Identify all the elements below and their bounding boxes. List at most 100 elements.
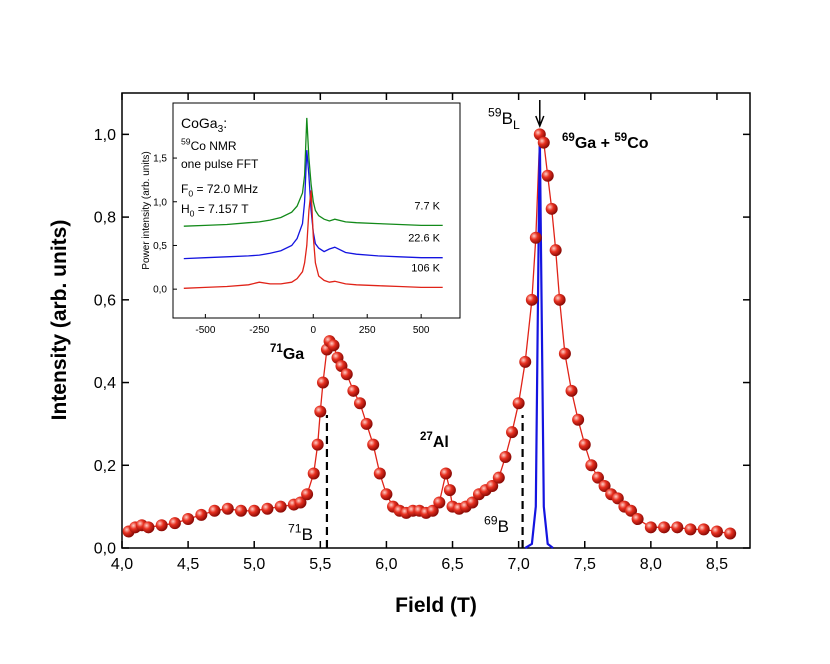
data-point	[314, 405, 327, 418]
inset-text: 59Co NMR	[181, 137, 237, 153]
data-point	[155, 519, 168, 532]
x-tick-label: -500	[195, 325, 215, 336]
x-tick-label: 250	[359, 325, 376, 336]
text-part: 59	[614, 132, 627, 144]
x-tick-label: 5,5	[309, 556, 331, 573]
data-point	[443, 484, 456, 497]
data-point	[572, 413, 585, 426]
text-part: B	[302, 525, 313, 544]
text-part: 69	[562, 132, 575, 144]
data-point	[316, 376, 329, 389]
data-point	[466, 496, 479, 509]
data-point	[168, 517, 181, 530]
data-point	[625, 504, 638, 517]
annotation: 59BL	[488, 105, 520, 132]
data-point	[631, 513, 644, 526]
plot-frame	[172, 102, 461, 319]
y-tick-label: 0,5	[153, 241, 167, 252]
x-tick-label: 7,0	[508, 556, 530, 573]
text-part: CoGa	[181, 115, 218, 131]
text-part: :	[223, 115, 227, 131]
text-part: F	[181, 182, 188, 196]
data-point	[585, 459, 598, 472]
x-axis-title: Field (T)	[395, 594, 477, 617]
data-point	[529, 231, 542, 244]
legend-label: 22.6 K	[408, 233, 440, 245]
data-point	[353, 397, 366, 410]
data-point	[499, 451, 512, 463]
data-point	[182, 513, 195, 526]
data-point	[360, 417, 373, 430]
data-point	[525, 293, 538, 306]
data-point	[426, 504, 439, 517]
text-part: 69	[484, 513, 498, 527]
text-part: 27	[420, 431, 433, 443]
series-line	[128, 134, 731, 535]
data-point	[433, 496, 446, 509]
data-point	[591, 471, 604, 484]
data-point	[565, 384, 578, 397]
text-part: 71	[288, 521, 302, 535]
text-part: Ga +	[575, 135, 615, 152]
text-part: 0	[190, 209, 195, 219]
data-point	[439, 467, 452, 480]
data-point	[549, 244, 562, 257]
data-point	[142, 521, 155, 534]
text-part: 59	[181, 137, 191, 147]
data-point	[506, 426, 519, 439]
y-tick-label: 0,4	[94, 375, 116, 392]
data-point	[598, 479, 611, 492]
data-point	[545, 202, 558, 215]
inset-text: CoGa3:	[181, 115, 227, 135]
data-point	[373, 467, 386, 480]
data-point	[697, 523, 710, 536]
y-tick-label: 0,2	[94, 458, 116, 475]
data-point	[541, 169, 554, 182]
text-part: L	[513, 118, 520, 132]
data-point	[340, 368, 353, 381]
data-point	[208, 504, 221, 517]
y-tick-label: 0,6	[94, 292, 116, 309]
y-axis-title: Intensity (arb. units)	[48, 220, 71, 421]
data-point	[537, 136, 550, 149]
text-part: = 7.157 T	[194, 202, 249, 216]
text-part: Co NMR	[191, 139, 237, 153]
x-tick-label: 0	[310, 325, 316, 336]
x-tick-label: 8,5	[706, 556, 728, 573]
x-tick-label: 7,5	[574, 556, 596, 573]
text-part: Co	[627, 135, 649, 152]
data-point	[248, 504, 261, 517]
data-point	[367, 438, 380, 451]
data-point	[671, 521, 684, 534]
arrow	[535, 100, 545, 129]
data-point	[234, 504, 247, 517]
annotation: 27Al	[420, 431, 449, 451]
inset-text: F0 = 72.0 MHz	[181, 182, 258, 199]
data-point	[311, 438, 324, 451]
data-point	[724, 527, 737, 540]
data-point	[347, 384, 360, 397]
data-point	[519, 355, 532, 368]
x-tick-label: 5,0	[243, 556, 265, 573]
data-point	[486, 479, 499, 492]
x-tick-label: 6,5	[441, 556, 463, 573]
annotation: 71Ga	[270, 343, 304, 363]
data-point	[644, 521, 657, 534]
inset-text: one pulse FFT	[181, 157, 259, 171]
data-point	[684, 523, 697, 536]
x-tick-label: 8,0	[640, 556, 662, 573]
data-point	[221, 502, 234, 515]
text-part: Al	[433, 434, 449, 451]
series-line	[183, 150, 443, 260]
text-part: 0	[188, 189, 193, 199]
y-tick-label: 0,0	[153, 285, 167, 296]
annotation: 71B	[288, 521, 313, 544]
data-point	[492, 471, 505, 484]
data-point	[195, 508, 208, 521]
series-line	[183, 190, 443, 289]
annotation: 69Ga + 59Co	[562, 132, 649, 152]
annotation: 69B	[484, 513, 509, 536]
y-tick-label: 1,0	[94, 127, 116, 144]
data-point	[611, 492, 624, 505]
